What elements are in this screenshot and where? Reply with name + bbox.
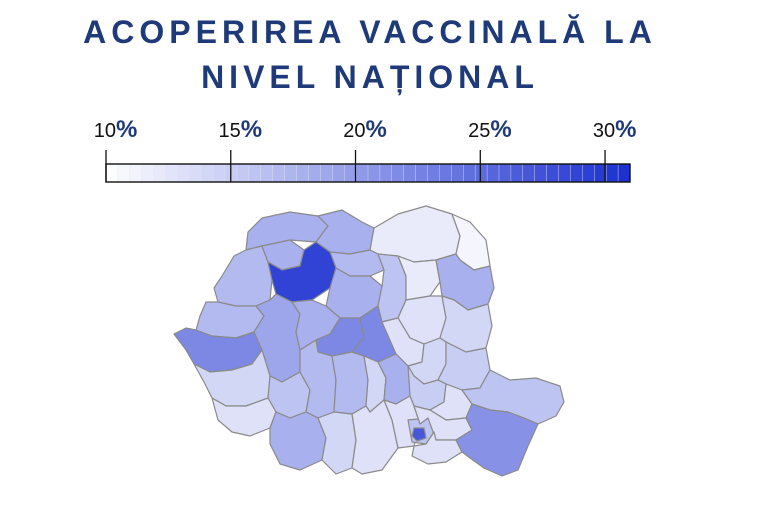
tick-value: 20 xyxy=(343,120,366,142)
county-mm xyxy=(315,209,375,255)
county-b xyxy=(411,427,427,442)
tick-percent-sign: % xyxy=(615,116,637,143)
county-ct xyxy=(455,403,539,477)
map-title-line-1: ACOPERIREA VACCINALĂ LA xyxy=(83,14,657,50)
tick-value: 25 xyxy=(468,120,491,142)
county-dj xyxy=(269,411,327,471)
legend-tick-label: 20% xyxy=(343,116,387,144)
county-sv xyxy=(369,205,461,263)
county-bh xyxy=(213,245,273,307)
legend-tick-label: 10% xyxy=(94,116,138,144)
tick-percent-sign: % xyxy=(365,116,387,143)
tick-value: 15 xyxy=(218,120,241,142)
county-nt xyxy=(397,255,441,301)
legend-tick-label: 15% xyxy=(219,116,263,144)
tick-value: 30 xyxy=(592,120,616,142)
legend-gradient-bar xyxy=(105,150,631,183)
tick-percent-sign: % xyxy=(116,116,138,143)
legend-tick-label: 30% xyxy=(593,116,637,144)
county-ag xyxy=(331,351,369,415)
county-is xyxy=(435,253,495,311)
map-title-line-2: NIVEL NAȚIONAL xyxy=(201,59,539,95)
tick-percent-sign: % xyxy=(240,116,263,143)
color-legend: 10% 15% 20% 25% 30% xyxy=(0,108,760,188)
legend-tick-label: 25% xyxy=(468,116,512,144)
tick-value: 10 xyxy=(93,120,117,142)
tick-percent-sign: % xyxy=(490,116,512,143)
